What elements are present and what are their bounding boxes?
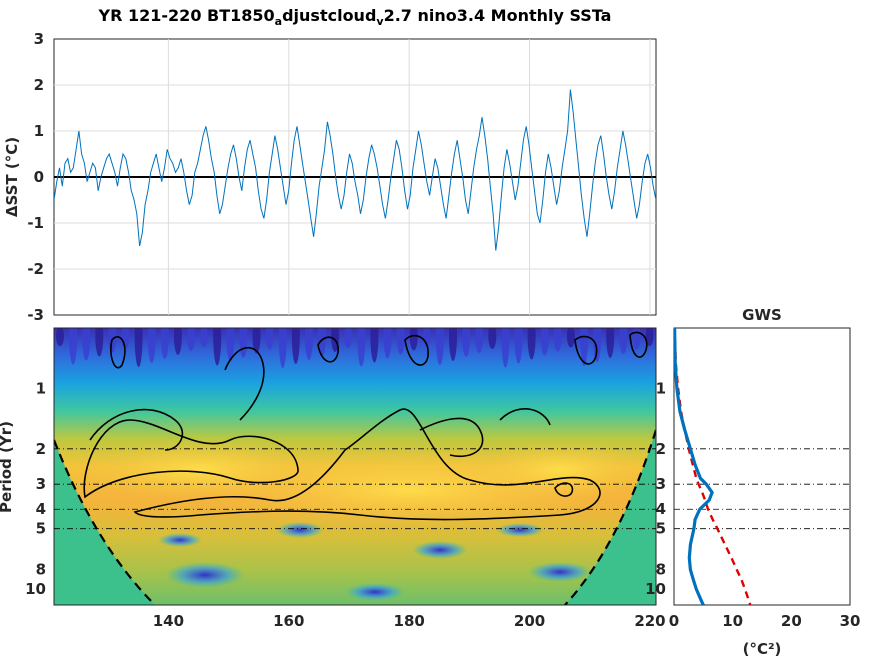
gws-x-ticks: 0 10 20 30 xyxy=(669,612,861,630)
y-tick-label: 3 xyxy=(34,30,44,48)
period-tick-label: 3 xyxy=(36,475,46,493)
y-tick-label: 1 xyxy=(34,122,44,140)
gws-axes xyxy=(673,327,851,606)
gws-x-tick-label: 10 xyxy=(722,612,743,630)
gws-x-label: (°C²) xyxy=(743,640,782,656)
x-tick-label: 180 xyxy=(394,612,425,630)
gws-y-ticks: 1 2 3 4 5 810 xyxy=(645,379,666,598)
gws-period-tick-label: 5 xyxy=(656,520,666,538)
wavelet-y-label: Period (Yr) xyxy=(0,421,15,513)
x-tick-label: 220 xyxy=(634,612,665,630)
gws-title: GWS xyxy=(742,306,782,324)
y-tick-label: -3 xyxy=(27,306,44,324)
sst-series-line xyxy=(54,89,656,251)
wavelet-x-ticks: 140 160 180 200 220 xyxy=(153,612,666,630)
x-tick-label: 140 xyxy=(153,612,184,630)
period-tick-label: 1 xyxy=(36,379,46,397)
wavelet-power-map xyxy=(54,328,656,605)
y-tick-label: 2 xyxy=(34,76,44,94)
gws-x-tick-label: 30 xyxy=(840,612,861,630)
x-tick-label: 160 xyxy=(273,612,304,630)
gws-period-tick-label: 8 xyxy=(656,561,666,579)
x-tick-label: 200 xyxy=(514,612,545,630)
wavelet-y-ticks: 1 2 3 4 5 810 xyxy=(25,379,46,598)
y-tick-label: 0 xyxy=(34,168,44,186)
gws-period-tick-label: 1 xyxy=(656,379,666,397)
gws-period-tick-label: 2 xyxy=(656,440,666,458)
period-tick-label: 5 xyxy=(36,520,46,538)
wavelet-axes xyxy=(53,327,657,606)
y-tick-label: -1 xyxy=(27,214,44,232)
period-reference-lines xyxy=(54,448,656,530)
gws-x-tick-label: 0 xyxy=(669,612,679,630)
gws-power-line xyxy=(674,328,714,605)
gws-period-tick-label: 4 xyxy=(656,500,666,518)
period-tick-label: 4 xyxy=(36,500,46,518)
period-tick-label: 2 xyxy=(36,440,46,458)
gws-period-tick-label: 10 xyxy=(645,580,666,598)
y-tick-label: -2 xyxy=(27,260,44,278)
gws-period-tick-label: 3 xyxy=(656,475,666,493)
timeseries-y-ticks: 3 2 1 0 -1 -2 -3 xyxy=(27,30,44,324)
period-tick-label: 8 xyxy=(36,561,46,579)
timeseries-y-label: ΔSST (°C) xyxy=(3,137,21,217)
period-tick-label: 10 xyxy=(25,580,46,598)
gws-x-tick-label: 20 xyxy=(781,612,802,630)
chart-title: YR 121-220 BT1850adjustcloudv2.7 nino3.4… xyxy=(98,6,612,29)
gws-reference-lines xyxy=(674,448,850,530)
